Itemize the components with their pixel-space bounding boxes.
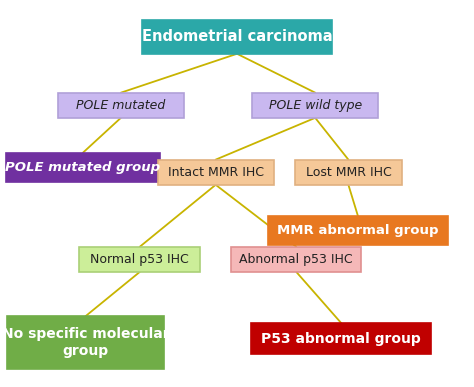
Text: No specific molecular
group: No specific molecular group xyxy=(1,327,169,358)
Text: Normal p53 IHC: Normal p53 IHC xyxy=(91,253,189,266)
Text: P53 abnormal group: P53 abnormal group xyxy=(261,332,421,346)
Text: MMR abnormal group: MMR abnormal group xyxy=(277,224,438,237)
FancyBboxPatch shape xyxy=(252,93,378,118)
Text: POLE mutated: POLE mutated xyxy=(76,99,165,112)
FancyBboxPatch shape xyxy=(157,159,274,185)
FancyBboxPatch shape xyxy=(6,153,160,182)
FancyBboxPatch shape xyxy=(58,93,184,118)
FancyBboxPatch shape xyxy=(79,247,200,272)
FancyBboxPatch shape xyxy=(251,323,431,354)
Text: POLE mutated group: POLE mutated group xyxy=(5,161,161,174)
FancyBboxPatch shape xyxy=(268,216,448,245)
Text: Endometrial carcinoma: Endometrial carcinoma xyxy=(142,29,332,44)
FancyBboxPatch shape xyxy=(231,247,361,272)
FancyBboxPatch shape xyxy=(142,20,332,54)
Text: POLE wild type: POLE wild type xyxy=(269,99,362,112)
FancyBboxPatch shape xyxy=(295,159,401,185)
Text: Lost MMR IHC: Lost MMR IHC xyxy=(306,166,391,179)
Text: Abnormal p53 IHC: Abnormal p53 IHC xyxy=(239,253,353,266)
Text: Intact MMR IHC: Intact MMR IHC xyxy=(168,166,264,179)
FancyBboxPatch shape xyxy=(7,317,164,368)
